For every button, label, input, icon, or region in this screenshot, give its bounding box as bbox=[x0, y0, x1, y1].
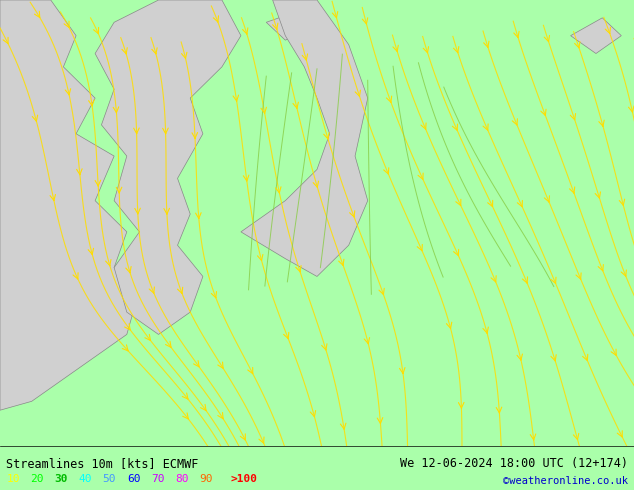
Polygon shape bbox=[0, 0, 139, 410]
Polygon shape bbox=[241, 0, 368, 276]
Polygon shape bbox=[571, 18, 621, 53]
Text: 50: 50 bbox=[103, 474, 116, 484]
Text: 10: 10 bbox=[6, 474, 20, 484]
Text: 30: 30 bbox=[55, 474, 68, 484]
Text: 90: 90 bbox=[199, 474, 212, 484]
Text: >100: >100 bbox=[231, 474, 258, 484]
Text: Streamlines 10m [kts] ECMWF: Streamlines 10m [kts] ECMWF bbox=[6, 457, 198, 470]
Text: ©weatheronline.co.uk: ©weatheronline.co.uk bbox=[503, 476, 628, 486]
Text: 60: 60 bbox=[127, 474, 140, 484]
Polygon shape bbox=[266, 9, 317, 40]
Text: 20: 20 bbox=[30, 474, 44, 484]
Text: 70: 70 bbox=[151, 474, 164, 484]
Text: 40: 40 bbox=[79, 474, 92, 484]
Text: 80: 80 bbox=[175, 474, 188, 484]
Polygon shape bbox=[95, 0, 241, 334]
Text: We 12-06-2024 18:00 UTC (12+174): We 12-06-2024 18:00 UTC (12+174) bbox=[399, 457, 628, 470]
